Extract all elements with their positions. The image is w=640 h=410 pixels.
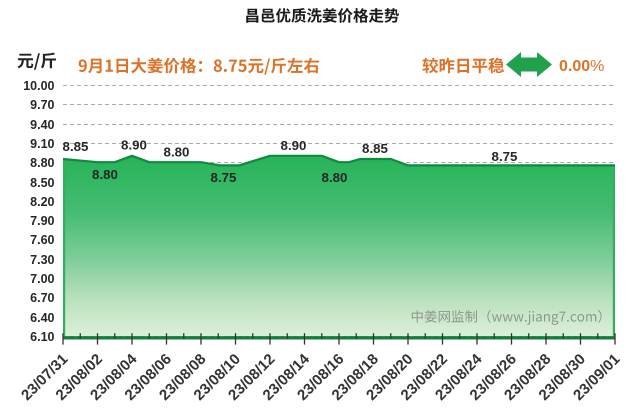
svg-text:10.00: 10.00 bbox=[23, 79, 54, 93]
svg-text:8.90: 8.90 bbox=[281, 138, 307, 153]
svg-text:8.75: 8.75 bbox=[211, 170, 237, 185]
svg-text:8.50: 8.50 bbox=[30, 176, 54, 190]
svg-text:8.75: 8.75 bbox=[492, 149, 518, 164]
svg-text:6.70: 6.70 bbox=[30, 291, 54, 305]
svg-text:7.00: 7.00 bbox=[30, 272, 54, 286]
svg-text:9.10: 9.10 bbox=[30, 137, 54, 151]
svg-text:8.20: 8.20 bbox=[30, 195, 54, 209]
svg-text:6.40: 6.40 bbox=[30, 311, 54, 325]
svg-text:9.40: 9.40 bbox=[30, 118, 54, 132]
svg-text:8.80: 8.80 bbox=[164, 145, 190, 160]
svg-text:8.85: 8.85 bbox=[63, 139, 89, 154]
svg-text:7.60: 7.60 bbox=[30, 233, 54, 247]
svg-text:8.85: 8.85 bbox=[362, 141, 388, 156]
svg-text:7.90: 7.90 bbox=[30, 214, 54, 228]
svg-text:0.00%: 0.00% bbox=[559, 58, 604, 75]
svg-text:8.90: 8.90 bbox=[121, 138, 147, 153]
svg-text:8.80: 8.80 bbox=[322, 170, 348, 185]
svg-text:8.80: 8.80 bbox=[92, 167, 118, 182]
svg-text:8.80: 8.80 bbox=[30, 156, 54, 170]
svg-text:7.30: 7.30 bbox=[30, 253, 54, 267]
svg-text:6.10: 6.10 bbox=[30, 330, 54, 344]
svg-text:9.70: 9.70 bbox=[30, 98, 54, 112]
